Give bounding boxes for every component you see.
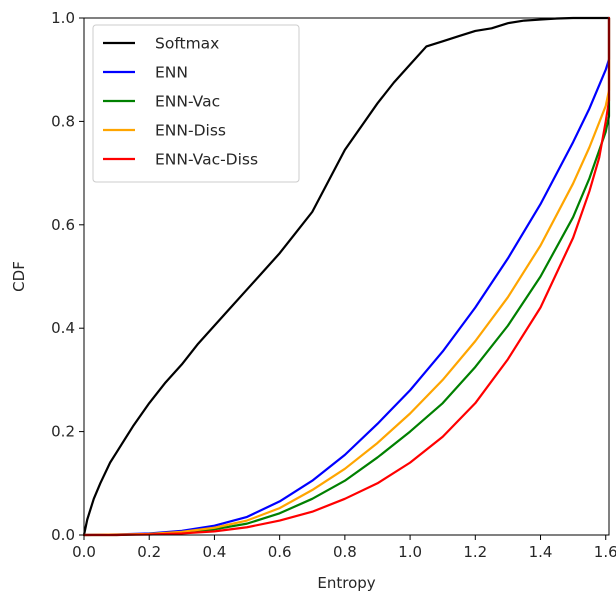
y-tick-label: 0.0: [51, 526, 75, 544]
x-axis-ticks: 0.0 0.2 0.4 0.6 0.8 1.0 1.2 1.4 1.6: [72, 535, 616, 561]
x-tick-label: 1.4: [529, 543, 553, 561]
y-axis-ticks: 0.0 0.2 0.4 0.6 0.8 1.0: [51, 9, 84, 544]
y-tick-label: 0.2: [51, 423, 75, 441]
legend-box: [92, 24, 300, 183]
x-tick-label: 1.6: [594, 543, 616, 561]
x-tick-label: 0.0: [72, 543, 96, 561]
x-tick-label: 0.4: [203, 543, 227, 561]
x-tick-label: 0.6: [268, 543, 292, 561]
x-axis-label: Entropy: [317, 574, 375, 592]
x-tick-label: 0.2: [137, 543, 161, 561]
x-tick-label: 1.0: [398, 543, 422, 561]
legend-label: ENN-Diss: [155, 122, 226, 140]
series-line-enn-diss: [82, 16, 611, 537]
series-line-softmax: [82, 16, 611, 537]
legend: Softmax ENN ENN-Vac ENN-Diss ENN-Vac-Diss: [92, 24, 300, 183]
plot-frame: [83, 17, 610, 536]
series-line-enn: [82, 16, 611, 537]
legend-label: ENN: [155, 64, 188, 82]
y-tick-label: 1.0: [51, 9, 75, 27]
legend-label: ENN-Vac: [155, 93, 220, 111]
y-axis-label: CDF: [10, 261, 28, 292]
legend-label: ENN-Vac-Diss: [155, 151, 258, 169]
plot-lines: [82, 16, 611, 537]
legend-label: Softmax: [155, 35, 219, 53]
x-tick-label: 1.2: [463, 543, 487, 561]
y-tick-label: 0.4: [51, 319, 75, 337]
x-tick-label: 0.8: [333, 543, 357, 561]
y-tick-label: 0.6: [51, 216, 75, 234]
series-line-enn-vac-diss: [82, 16, 611, 537]
y-tick-label: 0.8: [51, 112, 75, 130]
